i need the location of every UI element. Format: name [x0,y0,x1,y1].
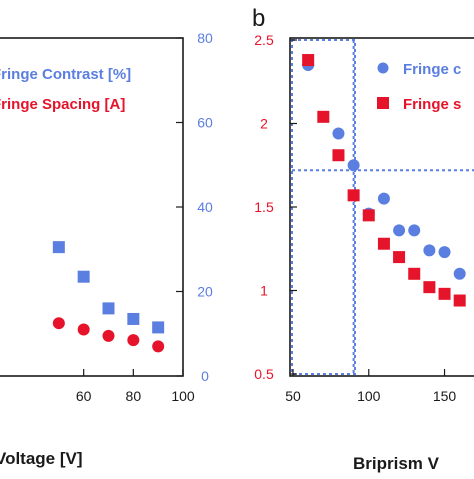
panel-a: 60 80 100 0 20 40 60 80 Fringe Contrast [%] Fr… [0,30,213,468]
panel-a-right-y-ticks: 0 20 40 60 80 [176,30,213,384]
panel-a-x-tick-label: 100 [171,388,195,404]
panel-b-contrast-point [408,224,421,237]
panel-a-x-tick-label: 60 [76,388,92,404]
panel-b-dotted-box [291,39,356,375]
panel-a-y-tick-label: 60 [197,115,213,131]
panel-b-marks [302,54,466,307]
panel-a-x-axis-title: Voltage [V] [0,449,83,468]
panel-b-contrast-point [347,159,360,172]
panel-a-contrast-point [52,241,65,254]
panel-a-spacing-point [52,317,65,330]
panel-b-contrast-point [377,192,390,205]
panel-a-spacing-point [102,329,115,342]
panel-b-y-tick-label: 0.5 [254,366,274,382]
panel-b-legend-circle-marker [377,62,389,74]
panel-a-legend-contrast: Fringe Contrast [%] [0,66,131,83]
panel-a-spacing-point [152,340,165,353]
panel-a-x-ticks: 60 80 100 [76,369,195,404]
panel-a-spacing-point [127,334,140,347]
panel-b-letter: b [252,5,265,32]
panel-b-x-tick-label: 50 [285,388,301,404]
panel-b-spacing-point [302,54,315,67]
panel-b-spacing-point [423,281,436,294]
panel-b-legend-spacing: Fringe s [403,96,461,113]
panel-b-frame [289,37,474,377]
panel-a-y-tick-label: 80 [197,30,213,46]
panel-b-spacing-point [377,237,390,250]
panel-b-y-tick-label: 1 [260,283,268,299]
panel-b-contrast-point [423,244,436,257]
panel-a-contrast-point [77,270,90,283]
panel-b-x-axis-title: Briprism V [353,454,440,473]
panel-a-marks [52,241,165,353]
panel-b-spacing-point [408,267,421,280]
panel-b: b 50 100 150 0.5 1 1.5 2 2.5 Fringe c Fringe s… [252,5,474,473]
panel-a-y-tick-label: 0 [201,368,209,384]
panel-b-x-tick-label: 100 [357,388,381,404]
panel-b-spacing-point [347,189,360,202]
panel-b-spacing-point [393,251,406,264]
panel-a-contrast-point [152,321,165,334]
panel-b-y-tick-label: 2 [260,116,268,132]
panel-a-y-tick-label: 40 [197,199,213,215]
panel-b-spacing-point [362,209,375,222]
panel-b-left-y-ticks: 0.5 1 1.5 2 2.5 [254,32,297,382]
panel-a-legend-spacing: Fringe Spacing [A] [0,96,125,113]
panel-b-spacing-point [453,294,466,307]
panel-a-contrast-point [127,312,140,325]
panel-a-y-tick-label: 20 [197,284,213,300]
panel-b-y-tick-label: 2.5 [254,32,274,48]
panel-b-spacing-point [332,149,345,162]
panel-a-x-tick-label: 80 [126,388,142,404]
panel-a-contrast-point [102,302,115,315]
panel-b-legend-square-marker [377,97,389,109]
panel-b-contrast-point [453,267,466,280]
panel-b-x-ticks: 50 100 150 [285,369,456,404]
panel-b-x-tick-label: 150 [433,388,457,404]
panel-b-y-tick-label: 1.5 [254,199,274,215]
panel-b-spacing-point [317,110,330,123]
panel-b-contrast-point [393,224,406,237]
panel-b-legend-contrast: Fringe c [403,61,461,78]
panel-b-contrast-point [332,127,345,140]
panel-a-spacing-point [77,323,90,336]
panel-b-contrast-point [438,246,451,259]
panel-b-spacing-point [438,287,451,300]
